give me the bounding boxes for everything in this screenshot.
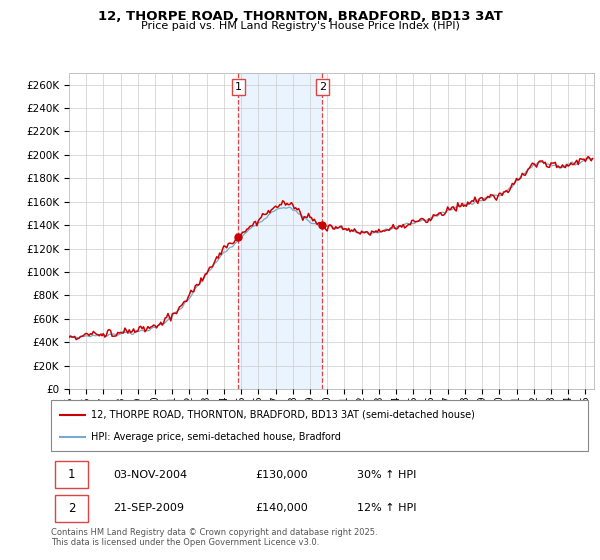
Text: 03-NOV-2004: 03-NOV-2004 — [113, 469, 187, 479]
Text: 12, THORPE ROAD, THORNTON, BRADFORD, BD13 3AT: 12, THORPE ROAD, THORNTON, BRADFORD, BD1… — [98, 10, 502, 23]
Text: 2: 2 — [68, 502, 75, 515]
Text: £130,000: £130,000 — [255, 469, 308, 479]
FancyBboxPatch shape — [55, 494, 88, 521]
Text: Price paid vs. HM Land Registry's House Price Index (HPI): Price paid vs. HM Land Registry's House … — [140, 21, 460, 31]
Text: HPI: Average price, semi-detached house, Bradford: HPI: Average price, semi-detached house,… — [91, 432, 341, 442]
Text: 1: 1 — [235, 82, 242, 92]
Text: 21-SEP-2009: 21-SEP-2009 — [113, 503, 184, 513]
Text: 30% ↑ HPI: 30% ↑ HPI — [357, 469, 416, 479]
Text: 1: 1 — [68, 468, 75, 481]
FancyBboxPatch shape — [51, 400, 588, 451]
Text: 12% ↑ HPI: 12% ↑ HPI — [357, 503, 416, 513]
Bar — [238, 73, 322, 389]
Text: 2: 2 — [319, 82, 326, 92]
Text: £140,000: £140,000 — [255, 503, 308, 513]
FancyBboxPatch shape — [55, 461, 88, 488]
Text: Contains HM Land Registry data © Crown copyright and database right 2025.
This d: Contains HM Land Registry data © Crown c… — [51, 528, 377, 547]
Text: 12, THORPE ROAD, THORNTON, BRADFORD, BD13 3AT (semi-detached house): 12, THORPE ROAD, THORNTON, BRADFORD, BD1… — [91, 409, 475, 419]
